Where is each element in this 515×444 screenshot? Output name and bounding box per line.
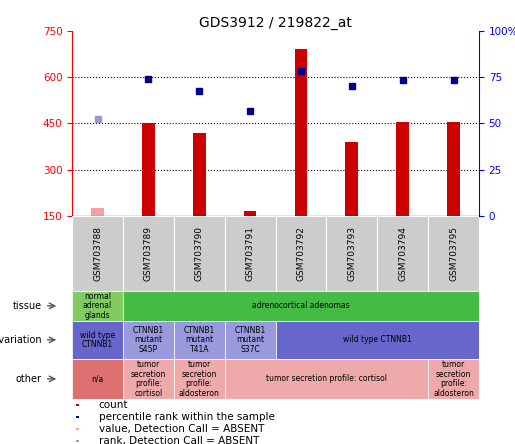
Text: GSM703793: GSM703793 <box>347 226 356 281</box>
Bar <box>346 142 358 216</box>
Text: tissue: tissue <box>13 301 42 311</box>
Bar <box>428 359 479 399</box>
Bar <box>76 404 79 406</box>
Text: n/a: n/a <box>91 374 104 383</box>
Title: GDS3912 / 219822_at: GDS3912 / 219822_at <box>199 16 352 30</box>
Text: GSM703788: GSM703788 <box>93 226 102 281</box>
Text: wild type
CTNNB1: wild type CTNNB1 <box>80 330 115 349</box>
Bar <box>76 440 79 442</box>
Text: CTNNB1
mutant
S37C: CTNNB1 mutant S37C <box>234 326 266 354</box>
Bar <box>76 428 79 430</box>
Bar <box>72 321 123 359</box>
Bar <box>276 321 479 359</box>
Text: GSM703792: GSM703792 <box>297 226 305 281</box>
Text: count: count <box>98 400 128 410</box>
Bar <box>123 321 174 359</box>
Text: CTNNB1
mutant
S45P: CTNNB1 mutant S45P <box>133 326 164 354</box>
Bar <box>244 211 256 216</box>
Bar <box>72 216 123 291</box>
Bar <box>327 216 377 291</box>
Bar <box>123 359 174 399</box>
Bar <box>72 359 123 399</box>
Bar <box>225 321 276 359</box>
Bar <box>72 291 123 321</box>
Text: tumor
secretion
profile:
aldosteron: tumor secretion profile: aldosteron <box>179 360 220 398</box>
Text: genotype/variation: genotype/variation <box>0 335 42 345</box>
Bar <box>142 123 154 216</box>
Bar <box>174 321 225 359</box>
Text: GSM703790: GSM703790 <box>195 226 204 281</box>
Text: tumor
secretion
profile:
cortisol: tumor secretion profile: cortisol <box>131 360 166 398</box>
Bar <box>295 49 307 216</box>
Text: GSM703789: GSM703789 <box>144 226 153 281</box>
Text: tumor secretion profile: cortisol: tumor secretion profile: cortisol <box>266 374 387 383</box>
Text: percentile rank within the sample: percentile rank within the sample <box>98 412 274 422</box>
Text: wild type CTNNB1: wild type CTNNB1 <box>343 335 411 345</box>
Bar <box>174 216 225 291</box>
Bar <box>447 122 460 216</box>
Text: adrenocortical adenomas: adrenocortical adenomas <box>252 301 350 310</box>
Text: CTNNB1
mutant
T41A: CTNNB1 mutant T41A <box>184 326 215 354</box>
Text: GSM703794: GSM703794 <box>398 226 407 281</box>
Text: rank, Detection Call = ABSENT: rank, Detection Call = ABSENT <box>98 436 259 444</box>
Text: tumor
secretion
profile:
aldosteron: tumor secretion profile: aldosteron <box>433 360 474 398</box>
Bar <box>123 216 174 291</box>
Bar <box>225 359 428 399</box>
Bar <box>91 208 104 216</box>
Bar <box>276 216 327 291</box>
Bar <box>397 122 409 216</box>
Text: GSM703795: GSM703795 <box>449 226 458 281</box>
Bar <box>76 416 79 418</box>
Text: GSM703791: GSM703791 <box>246 226 254 281</box>
Bar <box>377 216 428 291</box>
Text: normal
adrenal
glands: normal adrenal glands <box>83 292 112 320</box>
Bar <box>174 359 225 399</box>
Bar <box>428 216 479 291</box>
Bar <box>225 216 276 291</box>
Text: other: other <box>16 374 42 384</box>
Bar <box>193 133 205 216</box>
Text: value, Detection Call = ABSENT: value, Detection Call = ABSENT <box>98 424 264 434</box>
Bar <box>123 291 479 321</box>
